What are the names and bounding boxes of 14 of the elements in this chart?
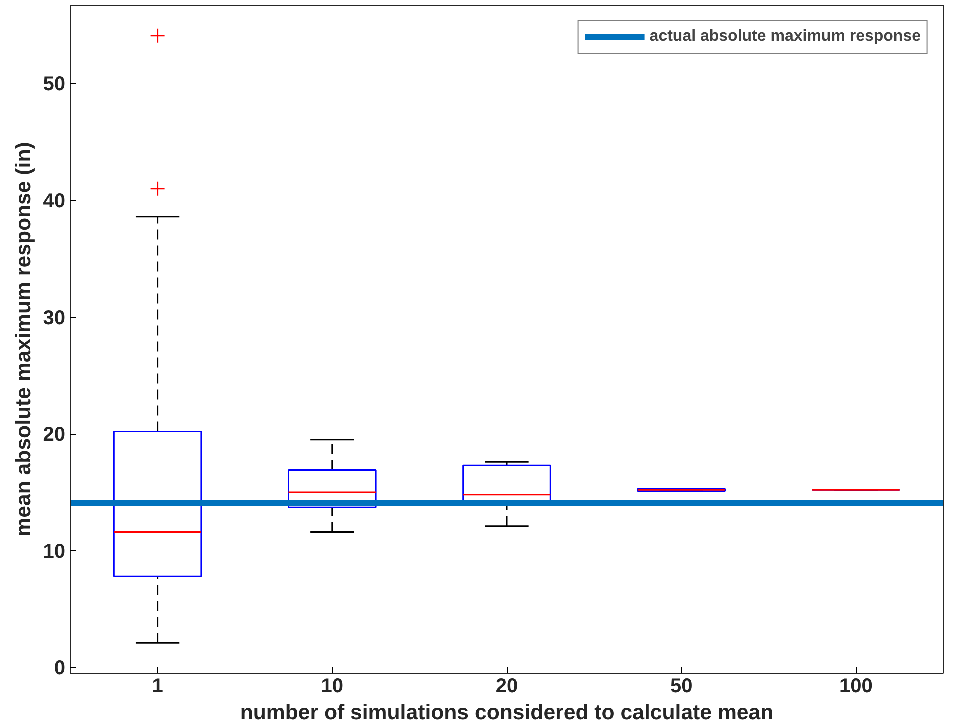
x-tick-label: 20: [496, 676, 518, 698]
y-tick-label: 20: [43, 424, 66, 446]
legend-label: actual absolute maximum response: [650, 28, 921, 46]
y-tick-label: 10: [43, 540, 66, 563]
y-tick-label: 40: [43, 190, 66, 213]
x-axis-title: number of simulations considered to calculate mean: [240, 700, 774, 724]
x-tick-label: 1: [152, 676, 164, 698]
y-axis-title: mean absolute maximum response (in): [11, 142, 36, 537]
x-tick-label: 100: [840, 676, 873, 698]
x-tick-label: 50: [670, 676, 693, 698]
y-tick-label: 0: [54, 658, 66, 680]
x-tick-label: 10: [321, 676, 344, 698]
y-tick-label: 30: [43, 307, 66, 330]
y-tick-label: 50: [43, 74, 66, 96]
